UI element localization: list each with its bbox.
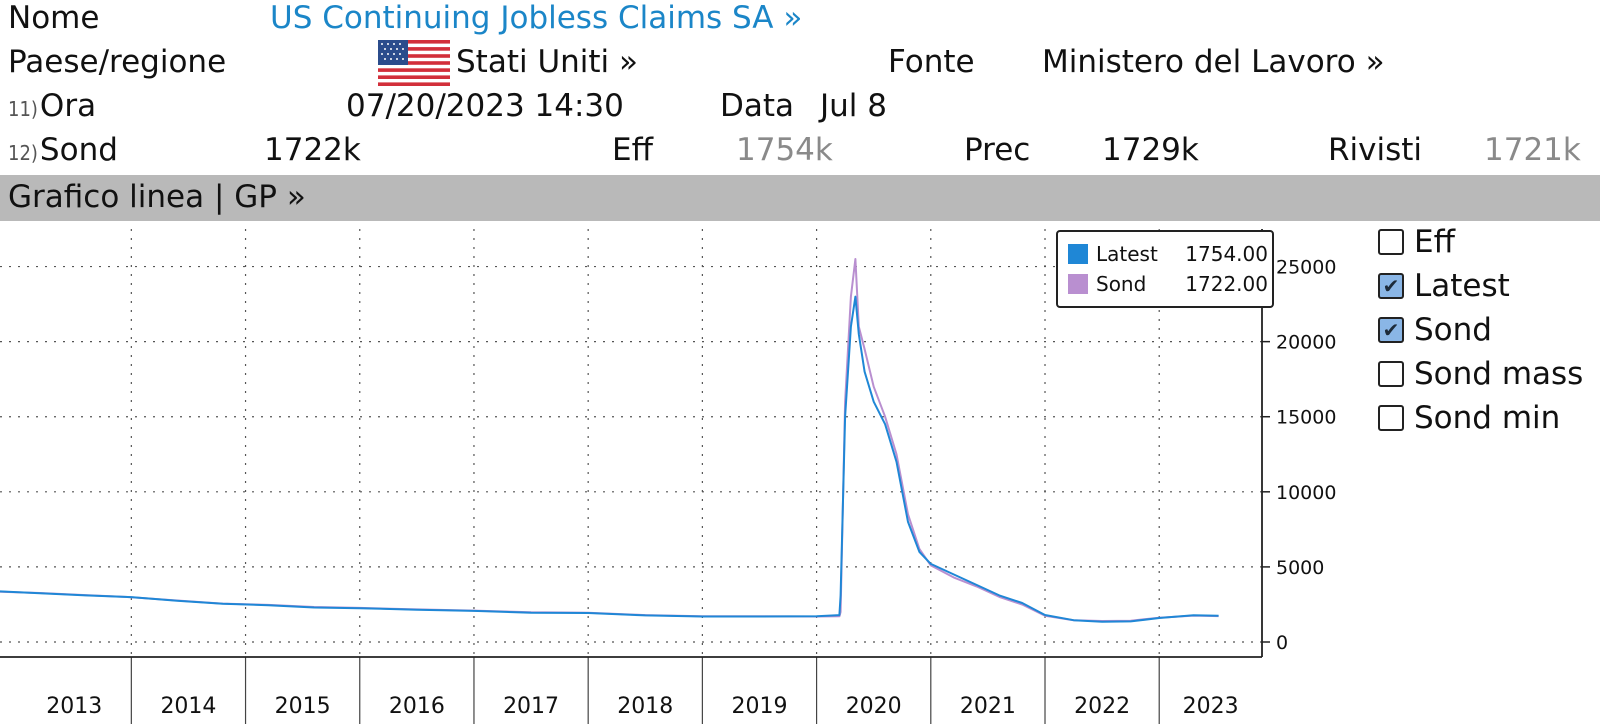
x-tick-labels: 2013 2014 2015 2016 2017 2018 2019 2020 2021 2022…: [46, 694, 1238, 719]
grid: [0, 229, 1262, 657]
x-tick-label: 2014: [160, 694, 216, 719]
time-label: Ora: [39, 88, 97, 124]
legend-value-latest: 1754.00: [1185, 242, 1268, 266]
x-tick-label: 2016: [389, 694, 445, 719]
legend-value-sond: 1722.00: [1185, 272, 1268, 296]
revised-label: Rivisti: [1328, 132, 1423, 168]
x-tick-label: 2017: [503, 694, 559, 719]
y-tick-label: 20000: [1276, 332, 1336, 354]
prior-value: 1729k: [1102, 132, 1199, 168]
y-tick-label: 0: [1276, 632, 1288, 654]
country-label: Paese/regione: [8, 44, 227, 80]
toggle-eff[interactable]: Eff: [1378, 224, 1455, 260]
legend-swatch-latest: [1068, 244, 1088, 264]
actual-value: 1754k: [736, 132, 833, 168]
survey-row-label[interactable]: 12)Sond: [8, 132, 118, 171]
time-row-number: 11): [8, 97, 38, 121]
checkbox-sond-min[interactable]: [1378, 405, 1404, 431]
country-value-link[interactable]: Stati Uniti »: [456, 44, 638, 80]
time-row-label[interactable]: 11)Ora: [8, 88, 96, 127]
legend-name-sond: Sond: [1096, 272, 1147, 296]
survey-row-number: 12): [8, 141, 38, 165]
checkbox-latest[interactable]: ✔: [1378, 273, 1404, 299]
chart-title-band: Grafico linea | GP »: [0, 175, 1600, 221]
line-chart: 2013 2014 2015 2016 2017 2018 2019 2020 2021 2022…: [0, 229, 1336, 724]
toggle-sond-mass-label: Sond mass: [1414, 356, 1584, 392]
toggle-latest-label: Latest: [1414, 268, 1510, 304]
x-tick-label: 2022: [1074, 694, 1130, 719]
toggle-sond[interactable]: ✔ Sond: [1378, 312, 1492, 348]
chart-type-link[interactable]: Grafico linea | GP »: [8, 179, 306, 215]
series-line-latest: [0, 295, 1219, 623]
name-label: Nome: [8, 0, 100, 36]
toggle-sond-min-label: Sond min: [1414, 400, 1561, 436]
toggle-eff-label: Eff: [1414, 224, 1455, 260]
revised-value: 1721k: [1484, 132, 1581, 168]
y-tick-label: 15000: [1276, 407, 1336, 429]
x-tick-label: 2013: [46, 694, 102, 719]
checkbox-sond[interactable]: ✔: [1378, 317, 1404, 343]
survey-label: Sond: [39, 132, 118, 168]
y-tick-labels: 0 5000 10000 15000 20000 25000: [1276, 257, 1336, 654]
x-tick-label: 2021: [960, 694, 1016, 719]
y-tick-label: 25000: [1276, 257, 1336, 279]
y-tick-label: 10000: [1276, 482, 1336, 504]
check-icon: ✔: [1382, 318, 1400, 342]
legend-row-latest: Latest 1754.00: [1068, 242, 1268, 266]
x-tick-label: 2023: [1183, 694, 1239, 719]
series: [0, 258, 1219, 623]
chart-legend: Latest 1754.00 Sond 1722.00: [1056, 230, 1274, 308]
us-flag-icon: [378, 40, 450, 86]
checkbox-eff[interactable]: [1378, 229, 1404, 255]
x-tick-label: 2015: [275, 694, 331, 719]
actual-label: Eff: [612, 132, 653, 168]
x-tick-label: 2020: [846, 694, 902, 719]
x-tick-label: 2018: [617, 694, 673, 719]
y-tick-label: 5000: [1276, 557, 1324, 579]
toggle-latest[interactable]: ✔ Latest: [1378, 268, 1510, 304]
legend-name-latest: Latest: [1096, 242, 1158, 266]
checkbox-sond-mass[interactable]: [1378, 361, 1404, 387]
prior-label: Prec: [964, 132, 1031, 168]
survey-value: 1722k: [264, 132, 361, 168]
x-tick-label: 2019: [731, 694, 787, 719]
toggle-sond-label: Sond: [1414, 312, 1492, 348]
time-value: 07/20/2023 14:30: [346, 88, 624, 124]
date-label: Data: [720, 88, 795, 124]
legend-row-sond: Sond 1722.00: [1068, 272, 1268, 296]
source-value-link[interactable]: Ministero del Lavoro »: [1042, 44, 1385, 80]
toggle-sond-min[interactable]: Sond min: [1378, 400, 1560, 436]
source-label: Fonte: [888, 44, 975, 80]
toggle-sond-mass[interactable]: Sond mass: [1378, 356, 1583, 392]
legend-swatch-sond: [1068, 274, 1088, 294]
date-value: Jul 8: [820, 88, 887, 124]
check-icon: ✔: [1382, 274, 1400, 298]
series-name-link[interactable]: US Continuing Jobless Claims SA »: [270, 0, 803, 36]
